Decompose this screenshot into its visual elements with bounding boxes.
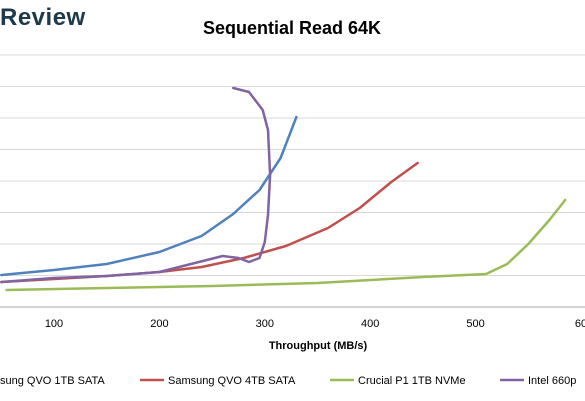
- chart-title: Sequential Read 64K: [203, 18, 381, 38]
- x-tick-label: 200: [150, 318, 168, 330]
- x-axis-label: Throughput (MB/s): [269, 340, 368, 352]
- legend-label: Crucial P1 1TB NVMe: [358, 375, 466, 387]
- brand-logo: Review: [0, 4, 86, 31]
- x-tick-label: 400: [361, 318, 379, 330]
- legend-label: sung QVO 1TB SATA: [0, 375, 105, 387]
- series-group: [0, 86, 567, 292]
- legend-label: Intel 660p: [528, 375, 576, 387]
- x-tick-label: 500: [466, 318, 484, 330]
- legend: sung QVO 1TB SATA Samsung QVO 4TB SATA Cru…: [0, 375, 576, 387]
- x-tick-labels: 100 200 300 400 500 60: [45, 318, 585, 330]
- x-tick-label: 100: [45, 318, 63, 330]
- x-tick-label: 60: [575, 318, 585, 330]
- series-line: [0, 115, 298, 277]
- legend-label: Samsung QVO 4TB SATA: [168, 375, 296, 387]
- series-line: [5, 198, 567, 292]
- series-line: [0, 86, 272, 284]
- x-tick-label: 300: [256, 318, 274, 330]
